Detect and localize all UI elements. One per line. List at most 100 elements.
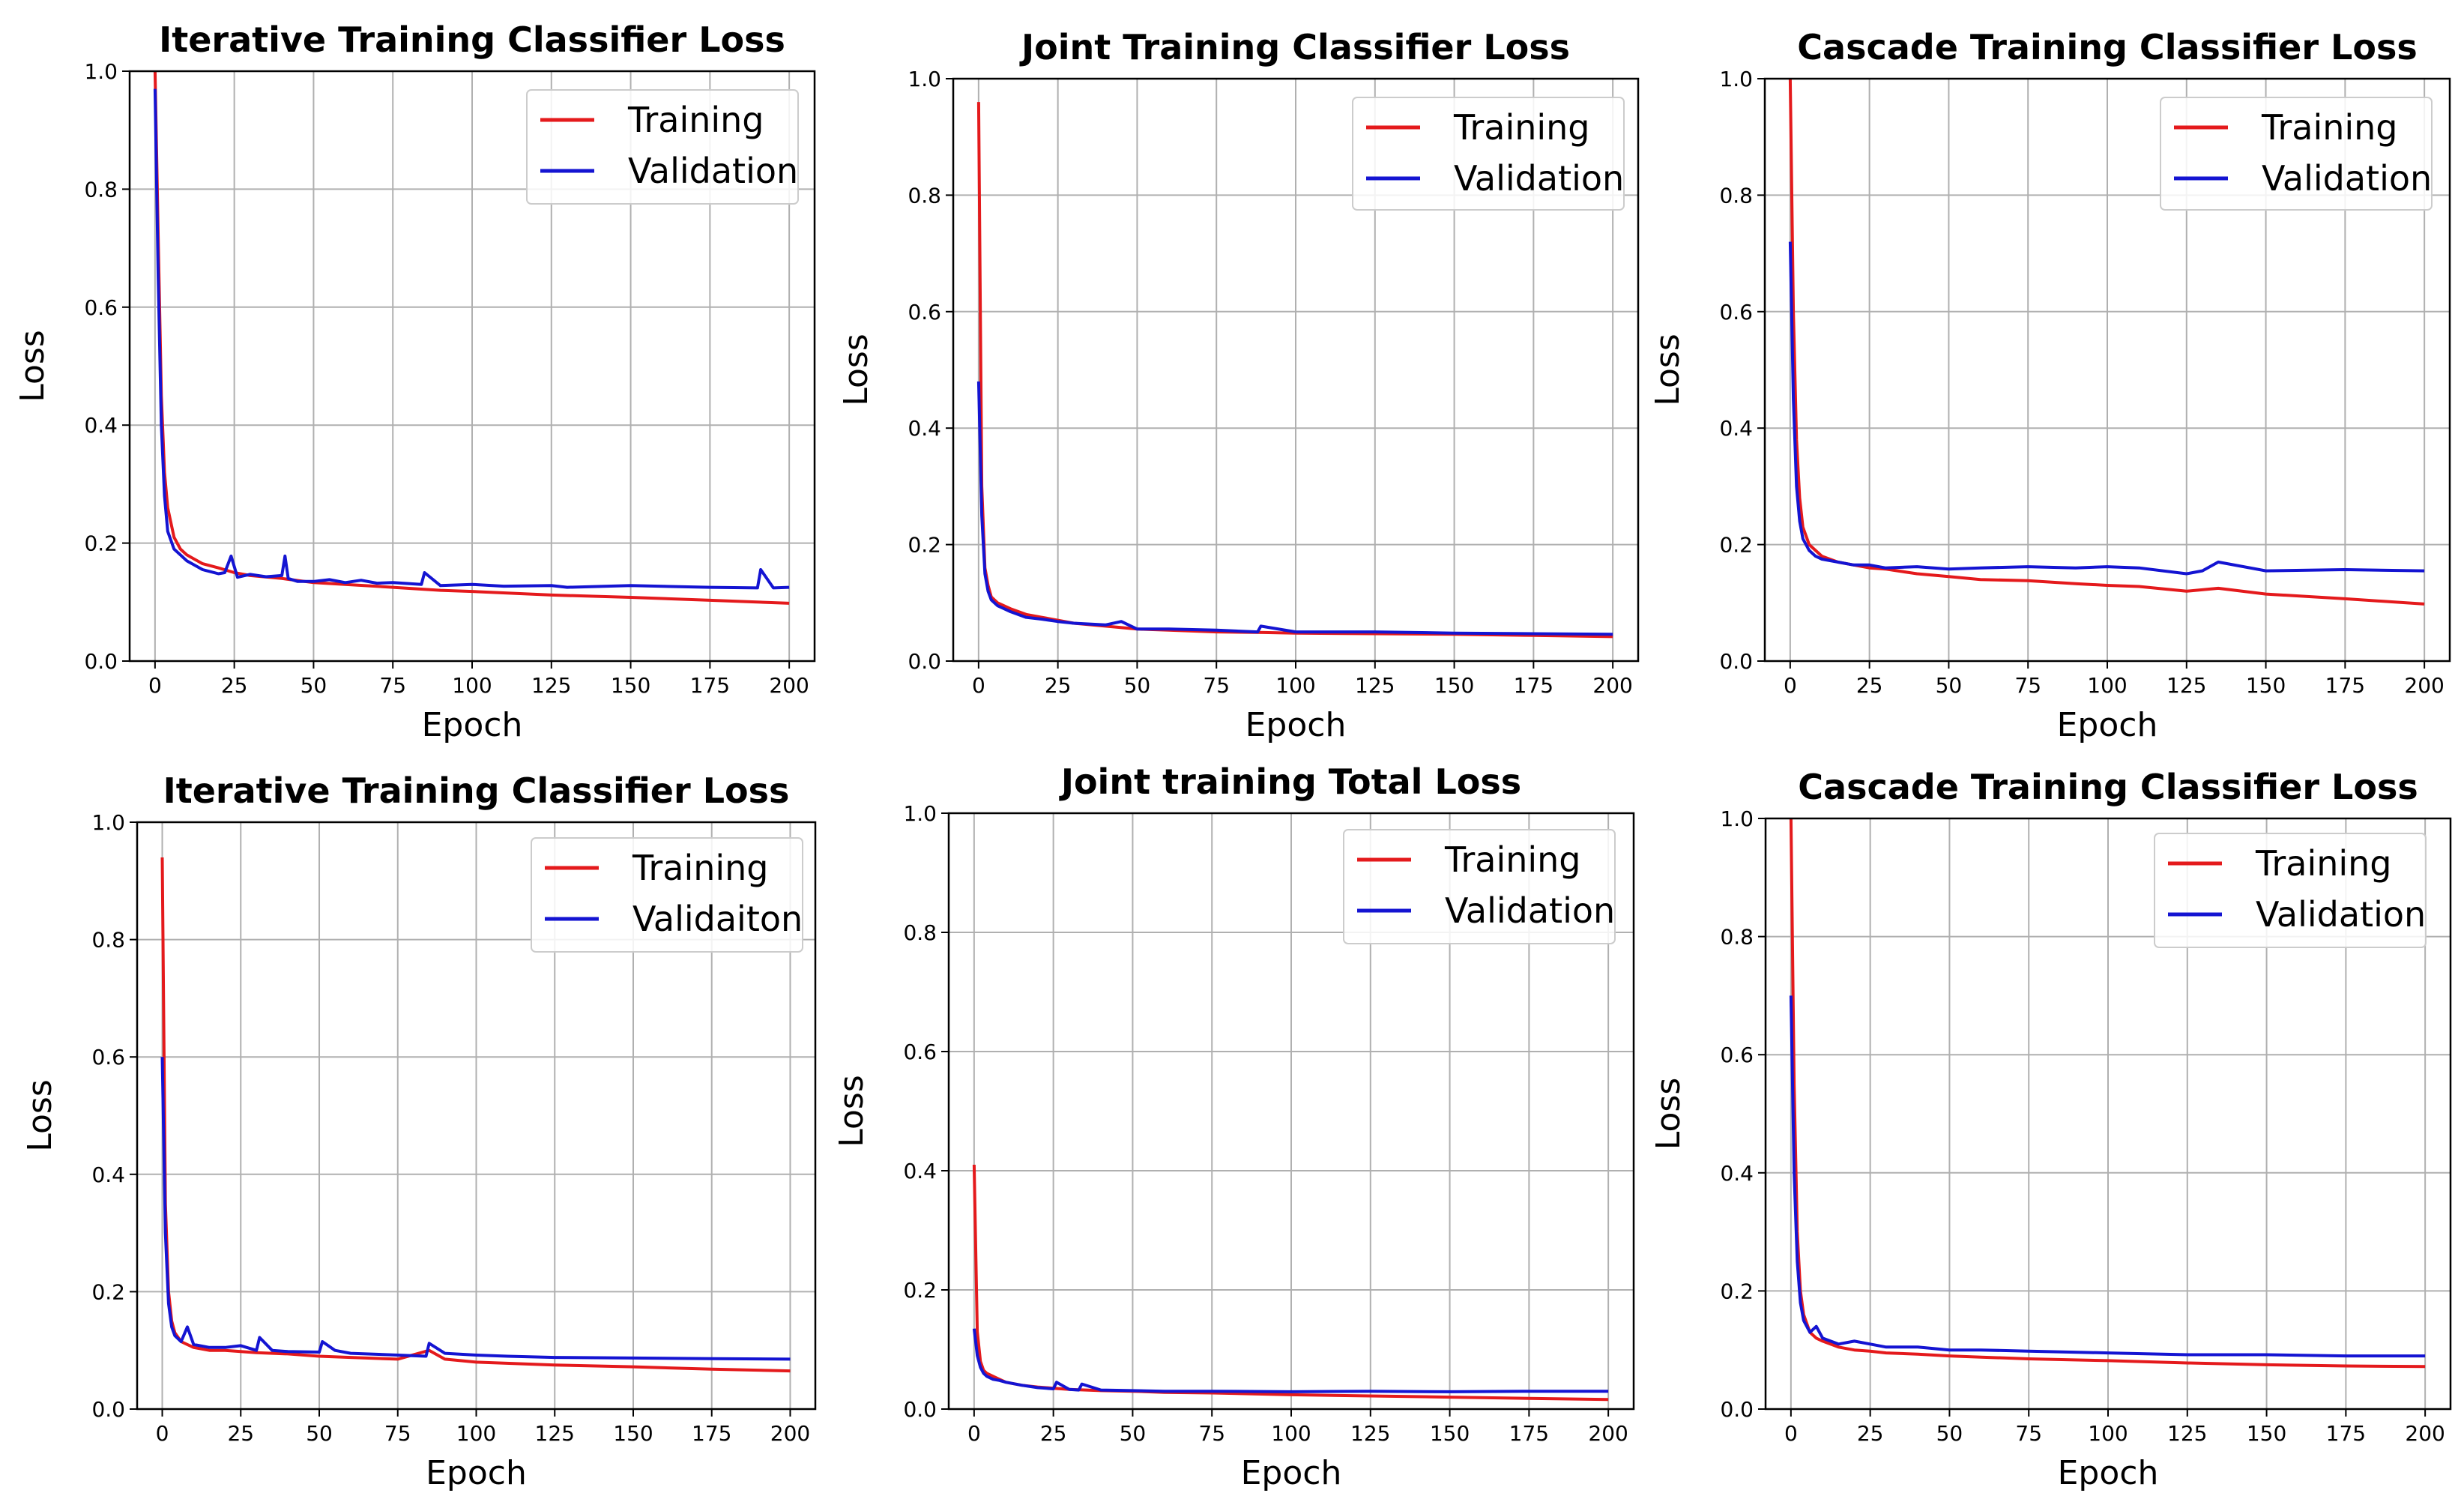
y-tick-label: 0.0	[1719, 649, 1753, 674]
x-tick-label: 25	[1856, 673, 1883, 698]
x-tick-label: 0	[1784, 1421, 1798, 1446]
x-tick-label: 100	[456, 1421, 496, 1446]
y-tick-label: 0.2	[903, 1278, 937, 1303]
legend-box	[2154, 833, 2427, 948]
x-tick-label: 175	[692, 1421, 731, 1446]
y-tick-label: 0.0	[91, 1397, 125, 1422]
y-tick-label: 0.2	[1720, 1279, 1754, 1303]
x-tick-label: 200	[1588, 1421, 1628, 1446]
series-line-validaiton	[160, 1057, 791, 1361]
chart-title: Cascade Training Classifier Loss	[1797, 27, 2417, 67]
x-tick-label: 150	[2246, 673, 2286, 698]
y-tick-label: 1.0	[1719, 67, 1753, 91]
x-tick-label: 75	[2015, 1421, 2042, 1446]
y-tick-label: 0.6	[908, 300, 941, 325]
series-line-validation	[153, 88, 790, 590]
x-tick-label: 100	[2087, 673, 2127, 698]
legend-label: Training	[1453, 107, 1590, 148]
x-tick-label: 25	[1857, 1421, 1884, 1446]
x-tick-label: 200	[769, 673, 809, 698]
x-tick-label: 75	[384, 1421, 411, 1446]
y-tick-label: 0.8	[1720, 925, 1754, 950]
x-tick-label: 75	[2014, 673, 2041, 698]
y-tick-label: 0.8	[91, 928, 125, 953]
legend-box	[531, 837, 803, 953]
x-tick-label: 150	[1430, 1421, 1470, 1446]
y-axis-label: Loss	[1649, 334, 1687, 406]
x-tick-label: 75	[1203, 673, 1230, 698]
x-tick-label: 0	[148, 673, 162, 698]
x-tick-label: 0	[1784, 673, 1797, 698]
x-tick-label: 200	[1592, 673, 1632, 698]
x-tick-label: 100	[2088, 1421, 2128, 1446]
y-tick-label: 1.0	[908, 67, 941, 91]
y-tick-label: 0.0	[84, 649, 118, 674]
legend-label: Training	[1444, 839, 1581, 880]
x-tick-label: 125	[1355, 673, 1395, 698]
x-tick-label: 150	[2247, 1421, 2286, 1446]
x-tick-label: 125	[531, 673, 571, 698]
x-tick-label: 200	[2405, 1421, 2445, 1446]
y-tick-label: 0.4	[908, 416, 941, 441]
y-tick-label: 0.4	[1719, 416, 1753, 441]
legend-label: Validation	[628, 151, 798, 191]
x-axis-label: Epoch	[2057, 706, 2158, 744]
chart-panel-2: 0 25 50 75 100 125 150 175 200 0.0 0.2 0.4 0.6 0.8 1.0…	[837, 27, 1640, 744]
y-tick-label: 1.0	[91, 810, 125, 835]
chart-panel-1: 0 25 50 75 100 125 150 175 200 0.0 0.2 0.4 0.6 0.8 1.0…	[13, 19, 816, 744]
x-tick-label: 50	[1936, 673, 1963, 698]
chart-panel-3: 0 25 50 75 100 125 150 175 200 0.0 0.2 0.4 0.6 0.8 1.0…	[1649, 27, 2451, 744]
x-tick-label: 100	[452, 673, 492, 698]
chart-title: Iterative Training Classifier Loss	[163, 770, 790, 811]
legend-label: Training	[632, 848, 769, 888]
y-tick-label: 1.0	[1720, 806, 1754, 831]
x-axis-label: Epoch	[2058, 1454, 2159, 1492]
series-line-training	[153, 71, 790, 605]
y-tick-label: 0.6	[84, 295, 118, 320]
x-tick-label: 125	[2167, 1421, 2207, 1446]
y-tick-label: 0.2	[908, 533, 941, 558]
y-axis-label: Loss	[21, 1079, 59, 1152]
legend: Training Validation	[1343, 829, 1616, 944]
x-axis-label: Epoch	[1245, 706, 1347, 744]
x-tick-label: 175	[1509, 1421, 1549, 1446]
y-axis-label: Loss	[1649, 1078, 1688, 1150]
x-tick-label: 50	[301, 673, 327, 698]
y-tick-label: 0.6	[1720, 1043, 1754, 1067]
x-tick-label: 125	[1350, 1421, 1390, 1446]
legend-label: Training	[2261, 107, 2398, 148]
x-tick-label: 25	[221, 673, 248, 698]
y-tick-label: 0.4	[91, 1162, 125, 1187]
y-tick-label: 1.0	[84, 59, 118, 84]
y-tick-label: 0.2	[91, 1279, 125, 1304]
x-tick-label: 150	[1434, 673, 1474, 698]
legend-label: Validation	[2256, 894, 2426, 935]
series-line-validation	[1789, 995, 2426, 1358]
y-tick-label: 0.6	[1719, 300, 1753, 325]
x-tick-label: 0	[967, 1421, 981, 1446]
chart-panel-4: 0 25 50 75 100 125 150 175 200 0.0 0.2 0.4 0.6 0.8 1.0…	[21, 770, 817, 1492]
x-tick-label: 150	[613, 1421, 653, 1446]
y-axis-label: Loss	[837, 334, 875, 406]
x-tick-label: 100	[1271, 1421, 1311, 1446]
y-tick-label: 0.4	[1720, 1161, 1754, 1186]
y-tick-label: 0.0	[908, 649, 941, 674]
y-tick-label: 0.8	[908, 183, 941, 208]
y-tick-label: 0.6	[91, 1045, 125, 1070]
x-tick-label: 200	[2404, 673, 2444, 698]
legend: Training Validation	[1352, 97, 1625, 211]
legend: Training Validaiton	[531, 837, 803, 953]
x-tick-label: 25	[227, 1421, 254, 1446]
legend-box	[526, 89, 799, 205]
legend-label: Validation	[1445, 890, 1615, 931]
y-tick-label: 0.4	[84, 413, 118, 438]
x-axis-label: Epoch	[1241, 1454, 1342, 1492]
y-tick-label: 0.8	[903, 920, 937, 945]
x-tick-label: 0	[972, 673, 985, 698]
y-axis-label: Loss	[13, 330, 52, 402]
legend-label: Validaiton	[632, 899, 803, 939]
legend-box	[1352, 97, 1625, 211]
chart-title: Joint Training Classifier Loss	[1019, 27, 1570, 67]
x-tick-label: 50	[306, 1421, 333, 1446]
